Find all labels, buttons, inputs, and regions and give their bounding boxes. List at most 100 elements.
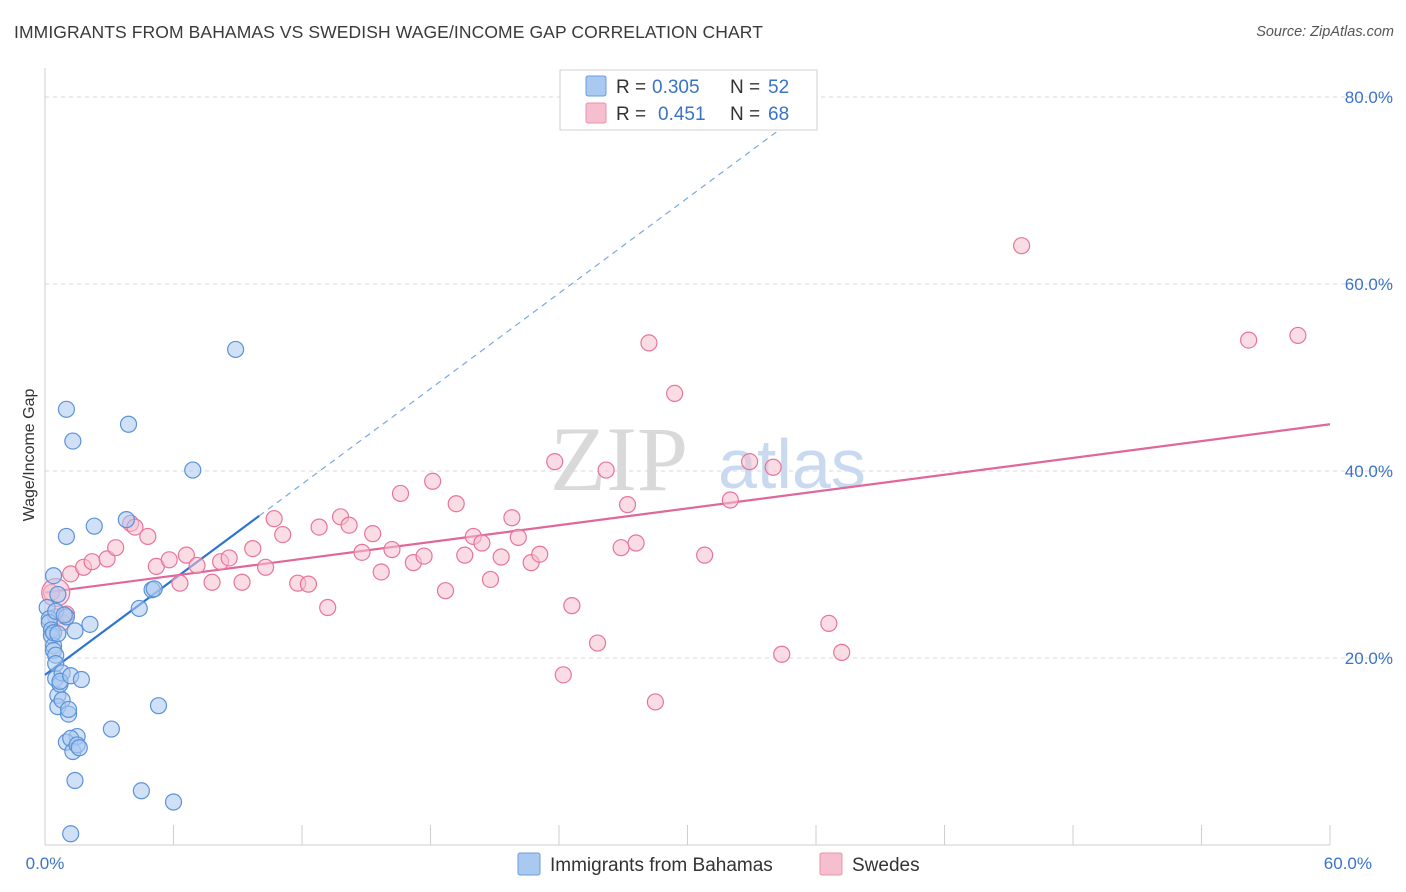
legend-pink-swatch	[585, 102, 607, 124]
swedes-point	[340, 516, 358, 534]
bahamas-point	[85, 517, 103, 535]
legend-pink-n-label: N =	[730, 104, 760, 125]
y-tick-label: 40.0%	[1345, 462, 1393, 481]
data-points	[38, 237, 1307, 843]
swedes-point	[299, 575, 318, 593]
swedes-point	[640, 334, 658, 352]
swedes-point	[265, 510, 283, 528]
y-tick-label: 60.0%	[1345, 275, 1393, 294]
swedes-point	[274, 525, 292, 544]
bahamas-point	[44, 567, 63, 585]
bahamas-point	[184, 461, 202, 479]
swedes-point	[220, 549, 238, 567]
swedes-point	[618, 496, 637, 514]
swedes-point	[233, 573, 251, 591]
legend-pink-n-value: 68	[768, 104, 789, 125]
watermark-zip: ZIP	[550, 408, 688, 510]
bahamas-point	[145, 580, 163, 598]
bahamas-point	[57, 527, 76, 546]
swedes-point	[492, 548, 510, 566]
swedes-point	[188, 556, 206, 575]
bahamas-point	[117, 511, 135, 529]
swedes-point	[139, 527, 157, 546]
swedes-point	[372, 563, 390, 581]
swedes-point	[773, 645, 791, 663]
swedes-point	[456, 546, 474, 564]
swedes-point	[554, 666, 572, 684]
legend-bottom-pink-swatch	[819, 852, 843, 876]
y-tick-label: 80.0%	[1345, 88, 1393, 107]
bahamas-point	[49, 625, 67, 643]
swedes-point	[666, 384, 684, 402]
y-tick-label: 20.0%	[1345, 649, 1393, 668]
bahamas-point	[59, 700, 78, 719]
x-tick-label: 0.0%	[26, 854, 65, 873]
bahamas-point	[49, 585, 67, 604]
swedes-point	[160, 551, 178, 569]
swedes-point	[741, 453, 759, 471]
swedes-point	[612, 539, 630, 557]
swedes-point	[646, 693, 664, 711]
swedes-point	[107, 539, 125, 557]
swedes-point	[597, 461, 615, 479]
legend-pink-r-label: R =	[616, 104, 646, 125]
swedes-point	[436, 582, 455, 600]
swedes-point	[256, 558, 275, 576]
bahamas-point	[119, 415, 138, 433]
bahamas-point	[102, 720, 120, 738]
swedes-point	[531, 545, 549, 563]
swedes-point	[627, 534, 645, 552]
swedes-point	[424, 472, 442, 490]
bahamas-point	[55, 606, 73, 624]
swedes-point	[415, 547, 433, 565]
swedes-point	[509, 528, 527, 546]
swedes-point	[1240, 331, 1258, 349]
bahamas-point	[70, 739, 88, 757]
swedes-point	[764, 458, 782, 476]
bahamas-point	[164, 793, 183, 811]
bahamas-point	[149, 697, 168, 715]
swedes-point	[391, 484, 410, 503]
swedes-point	[481, 570, 500, 589]
swedes-point	[696, 546, 714, 564]
grid-lines	[45, 96, 1392, 659]
legend-pink-r-value: 0.451	[658, 104, 706, 125]
swedes-point	[588, 634, 607, 652]
bahamas-point	[64, 432, 82, 450]
swedes-point	[820, 614, 838, 633]
legend-bottom-pink-label: Swedes	[852, 855, 920, 876]
legend-blue-n-label: N =	[730, 77, 760, 98]
chart-title: IMMIGRANTS FROM BAHAMAS VS SWEDISH WAGE/…	[14, 22, 764, 42]
swedes-point	[177, 546, 195, 564]
legend-blue-r-label: R =	[616, 77, 646, 98]
swedes-point	[563, 597, 581, 615]
swedes-point	[1289, 326, 1307, 345]
swedes-point	[1012, 237, 1031, 255]
swedes-point	[364, 525, 382, 543]
legend-bottom: Immigrants from Bahamas Swedes	[517, 852, 920, 876]
source-label: Source: ZipAtlas.com	[1256, 24, 1394, 40]
swedes-point	[319, 598, 337, 617]
bahamas-point	[132, 782, 150, 800]
y-axis-label: Wage/Income Gap	[21, 389, 38, 522]
swedes-point	[383, 540, 401, 559]
legend-blue-swatch	[585, 75, 607, 97]
swedes-point	[83, 553, 101, 571]
bahamas-point	[130, 599, 148, 618]
bahamas-point	[57, 400, 76, 418]
bahamas-point	[62, 825, 80, 843]
swedes-point	[721, 491, 739, 509]
bahamas-point	[66, 771, 84, 790]
swedes-point	[203, 573, 221, 591]
x-tick-label: 60.0%	[1324, 854, 1372, 873]
y-tick-labels: 20.0% 40.0% 60.0% 80.0%	[1345, 88, 1393, 668]
swedes-point	[833, 643, 851, 661]
legend-bottom-blue-swatch	[517, 852, 541, 876]
swedes-point	[546, 453, 564, 471]
swedes-point	[244, 540, 262, 558]
swedes-point	[171, 574, 189, 592]
bahamas-point	[227, 340, 245, 359]
swedes-point	[310, 518, 328, 536]
legend-bottom-blue-label: Immigrants from Bahamas	[550, 855, 773, 876]
